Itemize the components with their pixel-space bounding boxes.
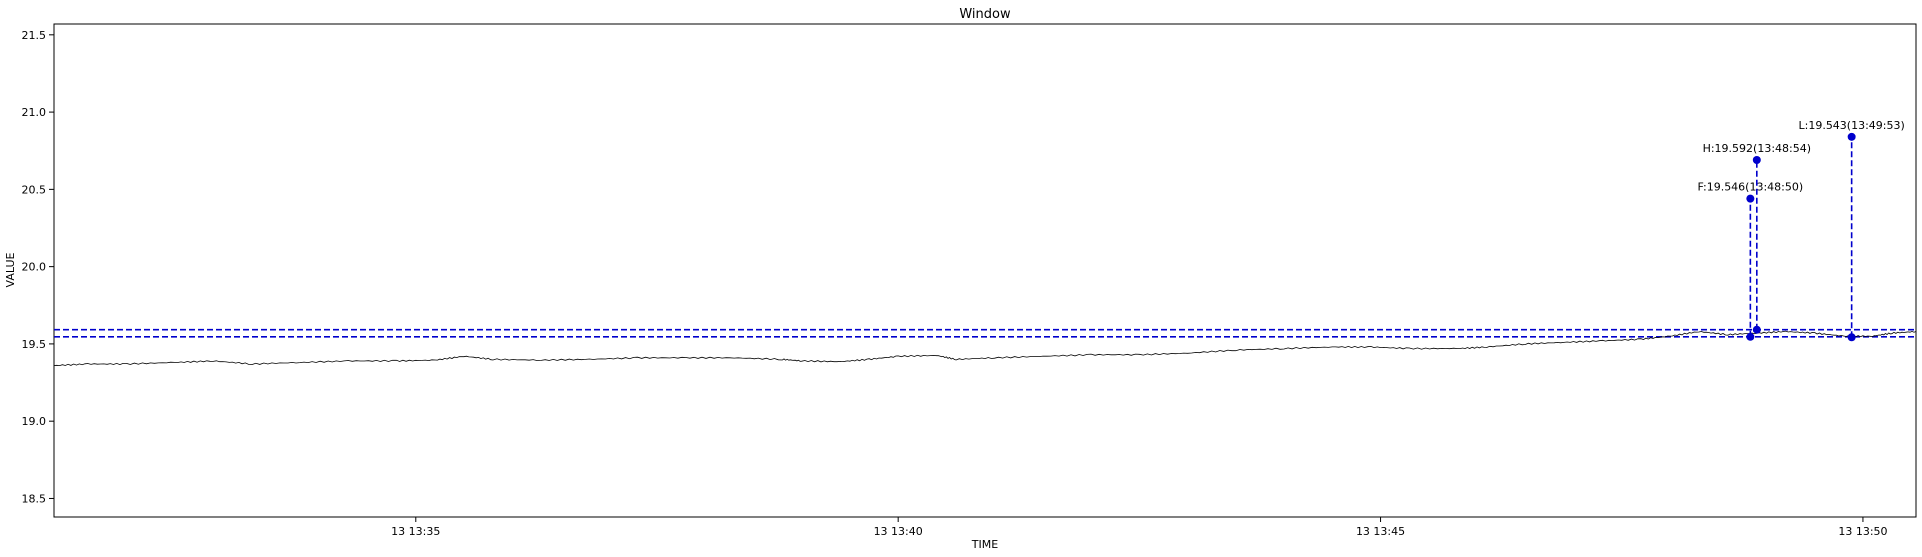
- x-tick-label: 13 13:45: [1356, 525, 1405, 538]
- y-tick-label: 20.0: [22, 261, 47, 274]
- annotation-top-marker: [1752, 156, 1761, 164]
- y-tick-label: 19.5: [22, 338, 47, 351]
- chart-title: Window: [959, 7, 1011, 22]
- y-tick-label: 18.5: [22, 492, 47, 505]
- y-axis-ticks: 18.5 19.0 19.5 20.0 20.5 21.0 21.5: [22, 29, 54, 505]
- y-axis-label: VALUE: [4, 252, 17, 287]
- series-line: [53, 330, 1917, 367]
- data-series: [53, 330, 1917, 367]
- y-tick-label: 21.5: [22, 29, 47, 42]
- annotations: F:19.546(13:48:50) H:19.592(13:48:54) L:19…: [1698, 119, 1905, 342]
- x-axis-label: TIME: [971, 538, 998, 551]
- annotation-label: F:19.546(13:48:50): [1698, 181, 1804, 194]
- x-tick-label: 13 13:35: [391, 525, 440, 538]
- annotation-base-marker: [1752, 325, 1761, 334]
- annotation-base-marker: [1847, 333, 1856, 342]
- plot-area: [53, 23, 1917, 518]
- annotation-top-marker: [1847, 132, 1856, 141]
- annotation-top-marker: [1746, 194, 1755, 203]
- y-tick-label: 19.0: [22, 415, 47, 428]
- annotation-base-marker: [1746, 332, 1755, 341]
- annotation-label: L:19.543(13:49:53): [1798, 119, 1904, 132]
- annotation-label: H:19.592(13:48:54): [1703, 142, 1811, 155]
- reference-lines: [54, 328, 1916, 338]
- x-tick-label: 13 13:50: [1838, 525, 1887, 538]
- x-tick-label: 13 13:40: [874, 525, 923, 538]
- y-tick-label: 21.0: [22, 106, 47, 119]
- x-axis-ticks: 13 13:35 13 13:40 13 13:45 13 13:50: [391, 517, 1888, 538]
- y-tick-label: 20.5: [22, 183, 47, 196]
